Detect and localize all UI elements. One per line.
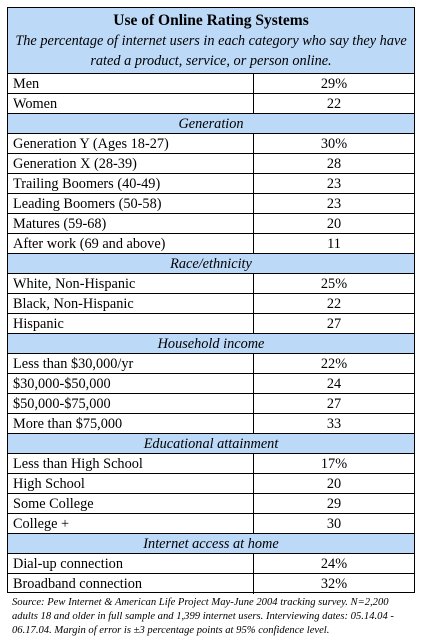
row-label: High School: [8, 474, 254, 493]
row-label: White, Non-Hispanic: [8, 274, 254, 293]
table-row: $50,000-$75,000 27: [8, 394, 414, 414]
table-row: Generation X (28-39) 28: [8, 154, 414, 174]
row-label: Generation Y (Ages 18-27): [8, 134, 254, 153]
row-value: 27: [326, 316, 342, 332]
row-label: Less than $30,000/yr: [8, 354, 254, 373]
table-row: $30,000-$50,000 24: [8, 374, 414, 394]
row-value: 11: [327, 236, 341, 252]
table-row: Leading Boomers (50-58) 23: [8, 194, 414, 214]
row-value: 22%: [320, 356, 348, 372]
row-label: Trailing Boomers (40-49): [8, 174, 254, 193]
row-label: Less than High School: [8, 454, 254, 473]
row-value: 24%: [320, 556, 348, 572]
row-value: 30: [326, 516, 342, 532]
row-label: Broadband connection: [8, 574, 254, 594]
row-value: 23: [326, 176, 342, 192]
table-row: Trailing Boomers (40-49) 23: [8, 174, 414, 194]
section-header: Internet access at home: [8, 534, 414, 554]
table-header: Use of Online Rating Systems The percent…: [8, 8, 414, 74]
row-value: 25%: [320, 276, 348, 292]
table-row: After work (69 and above) 11: [8, 234, 414, 254]
table-row: White, Non-Hispanic 25%: [8, 274, 414, 294]
row-label: Generation X (28-39): [8, 154, 254, 173]
row-label: $50,000-$75,000: [8, 394, 254, 413]
row-value: 20: [326, 476, 342, 492]
row-label: Some College: [8, 494, 254, 513]
row-value: 29%: [320, 76, 348, 92]
section-header: Household income: [8, 334, 414, 354]
table-row: Black, Non-Hispanic 22: [8, 294, 414, 314]
section-header: Generation: [8, 114, 414, 134]
source-note: Source: Pew Internet & American Life Pro…: [12, 597, 394, 636]
table-row: Hispanic 27: [8, 314, 414, 334]
table-row: High School 20: [8, 474, 414, 494]
table-subtitle: The percentage of internet users in each…: [15, 33, 407, 69]
row-value: 22: [326, 96, 342, 112]
row-label: Black, Non-Hispanic: [8, 294, 254, 313]
section-header: Race/ethnicity: [8, 254, 414, 274]
table-row: Generation Y (Ages 18-27) 30%: [8, 134, 414, 154]
table-body: Men 29% Women 22 Generation Generation Y (Age…: [8, 74, 414, 594]
table-title: Use of Online Rating Systems: [113, 12, 309, 29]
row-value: 22: [326, 296, 342, 312]
row-label: College +: [8, 514, 254, 533]
table-row: Broadband connection 32%: [8, 574, 414, 594]
rating-table: Use of Online Rating Systems The percent…: [7, 7, 415, 594]
row-label: $30,000-$50,000: [8, 374, 254, 393]
row-label: Dial-up connection: [8, 554, 254, 573]
row-value: 32%: [320, 576, 348, 592]
table-row: Less than $30,000/yr 22%: [8, 354, 414, 374]
table-row: Less than High School 17%: [8, 454, 414, 474]
table-row: Dial-up connection 24%: [8, 554, 414, 574]
row-label: Men: [8, 74, 254, 93]
row-value: 28: [326, 156, 342, 172]
table-row: Matures (59-68) 20: [8, 214, 414, 234]
table-row: Women 22: [8, 94, 414, 114]
row-value: 17%: [320, 456, 348, 472]
row-label: After work (69 and above): [8, 234, 254, 253]
row-label: Women: [8, 94, 254, 113]
table-row: Men 29%: [8, 74, 414, 94]
row-value: 24: [326, 376, 342, 392]
row-label: Hispanic: [8, 314, 254, 333]
row-value: 30%: [320, 136, 348, 152]
row-value: 29: [326, 496, 342, 512]
row-label: Leading Boomers (50-58): [8, 194, 254, 213]
table-row: Some College 29: [8, 494, 414, 514]
section-header: Educational attainment: [8, 434, 414, 454]
row-label: Matures (59-68): [8, 214, 254, 233]
row-value: 27: [326, 396, 342, 412]
table-row: College + 30: [8, 514, 414, 534]
row-value: 20: [326, 216, 342, 232]
row-value: 23: [326, 196, 342, 212]
row-label: More than $75,000: [8, 414, 254, 433]
table-row: More than $75,000 33: [8, 414, 414, 434]
row-value: 33: [326, 416, 342, 432]
